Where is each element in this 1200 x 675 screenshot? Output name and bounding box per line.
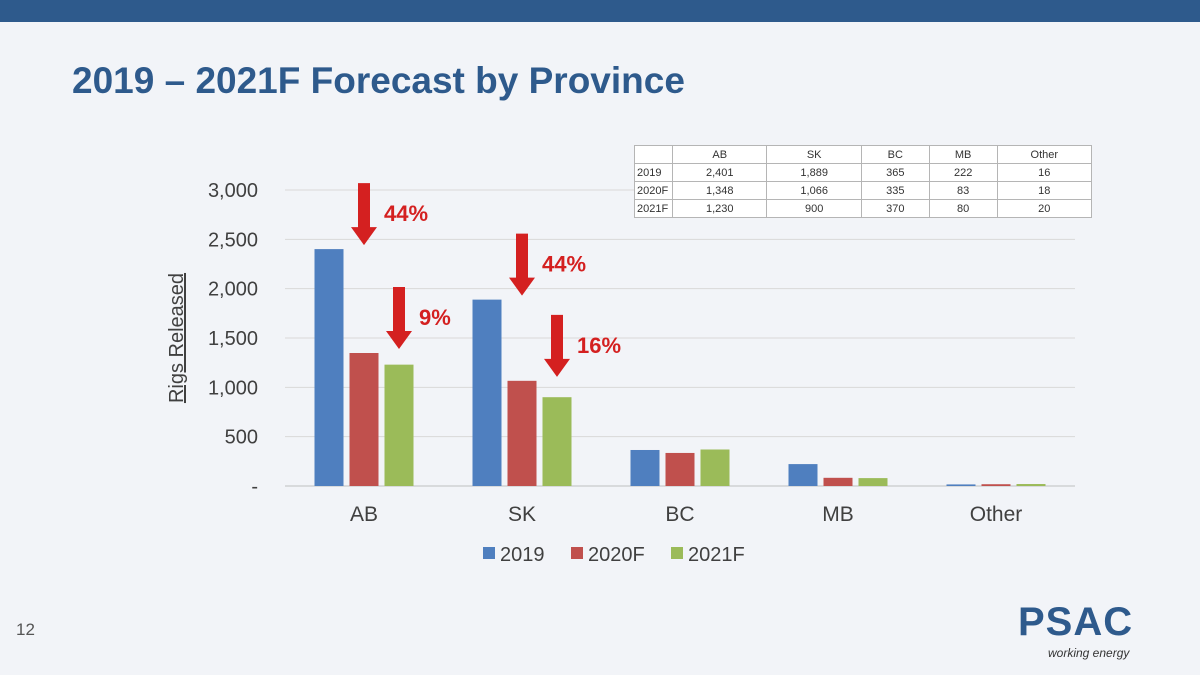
table-cell: 1,348 <box>671 181 768 200</box>
table-cell: 365 <box>860 163 930 182</box>
table-cell: 16 <box>996 163 1093 182</box>
down-arrow-icon <box>351 183 377 246</box>
down-arrow-icon <box>386 286 412 349</box>
annotation-label: 44% <box>542 252 586 277</box>
table-cell: 83 <box>928 181 998 200</box>
table-cell: 222 <box>928 163 998 182</box>
x-tick-label: BC <box>665 503 694 526</box>
x-tick-label: Other <box>970 503 1023 526</box>
annotation-label: 44% <box>384 201 428 226</box>
table-cell: 20 <box>996 199 1093 218</box>
bar-mb-2021f <box>858 478 888 486</box>
table-cell: Other <box>996 145 1093 164</box>
bar-mb-2020f <box>823 477 853 486</box>
y-tick-label: 3,000 <box>208 180 258 202</box>
x-axis-ticks: AB SK BC MB Other <box>350 503 1022 526</box>
table-cell: AB <box>671 145 768 164</box>
legend-swatch <box>571 547 583 559</box>
y-tick-label: 1,500 <box>208 328 258 350</box>
table-cell: MB <box>928 145 998 164</box>
bar-bc-2020f <box>665 452 695 486</box>
legend-swatch <box>483 547 495 559</box>
x-tick-label: MB <box>822 503 854 526</box>
legend: 2019 2020F 2021F <box>483 544 745 566</box>
table-cell: 2,401 <box>671 163 768 182</box>
legend-label: 2020F <box>588 544 645 566</box>
slide-number: 12 <box>16 620 35 639</box>
y-tick-label: - <box>251 476 258 498</box>
psac-logo: PSAC working energy <box>1018 600 1140 662</box>
bar-sk-2021f <box>542 397 572 486</box>
bar-ab-2021f <box>384 364 414 486</box>
y-tick-label: 2,500 <box>208 229 258 251</box>
annotation-label: 9% <box>419 305 451 330</box>
bar-sk-2020f <box>507 380 537 486</box>
slide-title: 2019 – 2021F Forecast by Province <box>72 60 685 101</box>
table-row-label: 2020F <box>634 181 673 200</box>
table-cell: 80 <box>928 199 998 218</box>
bars <box>314 249 1046 486</box>
x-tick-label: AB <box>350 503 378 526</box>
logo-wordmark: PSAC <box>1018 600 1134 644</box>
header-bar <box>0 0 1200 22</box>
annotation-label: 16% <box>577 333 621 358</box>
legend-swatch <box>671 547 683 559</box>
logo-tagline: working energy <box>1048 646 1130 660</box>
bar-other-2019 <box>946 484 976 486</box>
y-tick-label: 1,000 <box>208 377 258 399</box>
x-tick-label: SK <box>508 503 536 526</box>
y-axis-ticks: - 500 1,000 1,500 2,000 2,500 3,000 <box>208 180 258 498</box>
bar-ab-2019 <box>314 249 344 486</box>
table-row: 2021F 1,230 900 370 80 20 <box>634 199 1093 218</box>
table-cell: 1,230 <box>671 199 768 218</box>
table-cell: 1,889 <box>766 163 862 182</box>
table-row: 2020F 1,348 1,066 335 83 18 <box>634 181 1093 200</box>
table-cell: BC <box>860 145 930 164</box>
bar-sk-2019 <box>472 299 502 486</box>
data-table: AB SK BC MB Other 2019 2,401 1,889 365 222 16 2020F… <box>634 145 1093 218</box>
bar-bc-2019 <box>630 449 660 486</box>
y-tick-label: 500 <box>225 427 258 449</box>
table-cell: 335 <box>860 181 930 200</box>
table-row-label: 2019 <box>634 163 673 182</box>
table-header-row: AB SK BC MB Other <box>634 145 1093 164</box>
table-cell: 1,066 <box>766 181 862 200</box>
bar-ab-2020f <box>349 352 379 486</box>
table-cell: SK <box>766 145 862 164</box>
down-arrow-icon <box>544 314 570 377</box>
y-axis-title: Rigs Released <box>166 273 188 403</box>
table-cell: 900 <box>766 199 862 218</box>
y-tick-label: 2,000 <box>208 279 258 301</box>
bar-other-2021f <box>1016 484 1046 486</box>
bar-bc-2021f <box>700 449 730 486</box>
legend-label: 2021F <box>688 544 745 566</box>
down-arrow-icon <box>509 233 535 296</box>
annotations: 44% 9% 44% 16% <box>351 183 621 377</box>
bar-other-2020f <box>981 484 1011 486</box>
table-row: 2019 2,401 1,889 365 222 16 <box>634 163 1093 182</box>
table-row-label <box>634 145 673 164</box>
table-cell: 18 <box>996 181 1093 200</box>
bar-mb-2019 <box>788 464 818 486</box>
table-row-label: 2021F <box>634 199 673 218</box>
legend-label: 2019 <box>500 544 545 566</box>
table-cell: 370 <box>860 199 930 218</box>
